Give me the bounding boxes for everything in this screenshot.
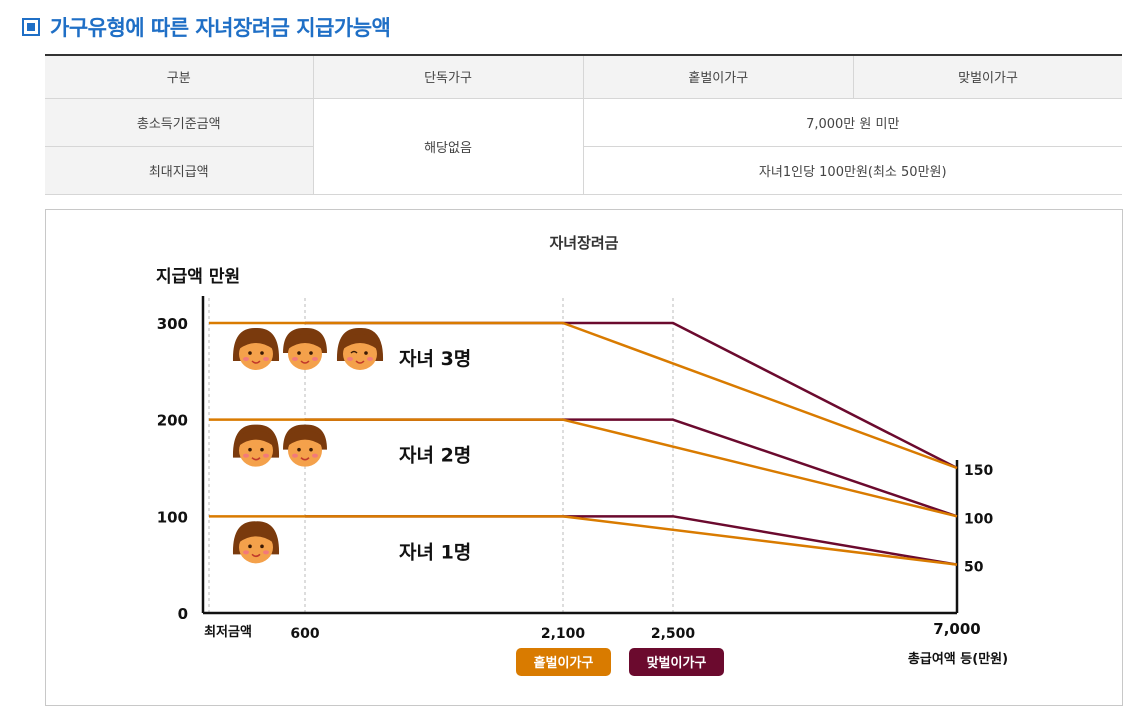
chart-title: 자녀장려금: [549, 234, 618, 252]
y-axis-label: 지급액 만원: [156, 267, 240, 287]
mouth-shape: [251, 360, 261, 364]
face-shape: [239, 434, 273, 467]
section-header: 가구유형에 따른 자녀장려금 지급가능액: [22, 12, 391, 42]
face-shape: [239, 531, 273, 564]
col-header-single: 단독가구: [312, 54, 583, 99]
right-value-label: 50: [964, 560, 984, 576]
eye-shape: [260, 447, 264, 452]
chart-panel: 자녀장려금 지급액 만원 총급여액 등(만원) 0 100 200 300 최저금액 60…: [45, 209, 1123, 706]
eye-shape: [309, 351, 313, 355]
bangs-shape: [239, 430, 273, 446]
col-header-single-earner: 홑벌이가구: [582, 54, 854, 99]
row-label-income-threshold: 총소득기준금액: [45, 98, 313, 147]
table-header-row: 구분 단독가구 홑벌이가구 맞벌이가구: [45, 54, 1122, 99]
group-label: 자녀 3명: [399, 348, 471, 370]
section-title: 가구유형에 따른 자녀장려금 지급가능액: [50, 16, 391, 40]
cheek-shape: [347, 356, 353, 361]
x-tick-label: 7,000: [933, 620, 980, 638]
col-header-dual-earner: 맞벌이가구: [853, 54, 1122, 99]
square-bullet-icon: [22, 18, 40, 36]
income-threshold-value: 7,000만 원 미만: [582, 98, 1122, 147]
child-face-icon: [283, 327, 327, 370]
single-earner-line: [209, 515, 958, 566]
legend-label: 맞벌이가구: [647, 655, 707, 671]
eye-shape: [297, 447, 301, 452]
eligibility-table: 구분 단독가구 홑벌이가구 맞벌이가구 총소득기준금액 해당없음 7,000만 …: [45, 54, 1122, 195]
child-allowance-chart: 자녀장려금 지급액 만원 총급여액 등(만원) 0 100 200 300 최저금액 60…: [156, 234, 1008, 676]
cheek-shape: [263, 453, 269, 458]
eye-shape: [248, 351, 252, 355]
y-tick-label: 300: [157, 315, 188, 333]
eye-shape: [248, 544, 252, 549]
x-tick-label: 600: [290, 626, 319, 642]
face-shape: [343, 337, 377, 370]
child-face-icon: [232, 424, 280, 467]
mouth-shape: [300, 360, 310, 364]
cheek-shape: [243, 453, 249, 458]
cheek-shape: [367, 356, 373, 361]
legend-swatch-dual-earner: [629, 648, 724, 676]
single-household-value: 해당없음: [312, 98, 583, 195]
x-axis-label: 총급여액 등(만원): [908, 651, 1008, 667]
child-face-icon: [232, 327, 280, 370]
cheek-shape: [263, 550, 269, 555]
face-shape: [288, 337, 322, 370]
face-shape: [239, 337, 273, 370]
y-tick-label: 200: [157, 412, 188, 430]
cheek-shape: [263, 356, 269, 361]
bangs-shape: [288, 430, 322, 446]
table-row: 최대지급액 자녀1인당 100만원(최소 50만원): [45, 146, 1122, 195]
legend-label: 홑벌이가구: [534, 655, 594, 671]
eye-shape: [309, 447, 313, 452]
dual-earner-line: [305, 418, 958, 518]
cheek-shape: [243, 550, 249, 555]
bangs-shape: [239, 333, 273, 349]
right-value-label: 150: [964, 463, 993, 479]
face-shape: [288, 434, 322, 467]
single-earner-line: [209, 321, 958, 470]
mouth-shape: [251, 457, 261, 461]
mouth-shape: [300, 457, 310, 461]
eye-shape: [350, 350, 358, 354]
y-tick-label: 0: [178, 605, 188, 623]
row-label-max-payment: 최대지급액: [45, 146, 313, 195]
child-face-icon: [336, 327, 384, 370]
bangs-shape: [288, 333, 322, 349]
x-tick-label: 2,500: [651, 626, 696, 642]
single-earner-line: [209, 418, 958, 518]
x-tick-label: 최저금액: [204, 625, 252, 640]
child-face-icon: [283, 424, 327, 467]
eye-shape: [260, 544, 264, 549]
mouth-shape: [355, 360, 365, 364]
cheek-shape: [243, 356, 249, 361]
bangs-shape: [343, 333, 377, 349]
table-row: 총소득기준금액 해당없음 7,000만 원 미만: [45, 98, 1122, 195]
group-label: 자녀 2명: [399, 445, 471, 467]
mouth-shape: [251, 553, 261, 558]
cheek-shape: [312, 453, 318, 458]
eye-shape: [260, 351, 264, 355]
cheek-shape: [292, 356, 298, 361]
eye-shape: [364, 351, 368, 355]
eye-shape: [297, 351, 301, 355]
child-face-icon: [232, 521, 280, 564]
cheek-shape: [312, 356, 318, 361]
y-tick-label: 100: [157, 508, 188, 526]
legend-swatch-single-earner: [516, 648, 611, 676]
eye-shape: [248, 447, 252, 452]
right-value-label: 100: [964, 511, 993, 527]
max-payment-value: 자녀1인당 100만원(최소 50만원): [582, 146, 1122, 195]
group-label: 자녀 1명: [399, 541, 471, 563]
cheek-shape: [292, 453, 298, 458]
col-header-category: 구분: [45, 54, 313, 99]
bangs-shape: [239, 527, 273, 543]
x-tick-label: 2,100: [541, 626, 586, 642]
